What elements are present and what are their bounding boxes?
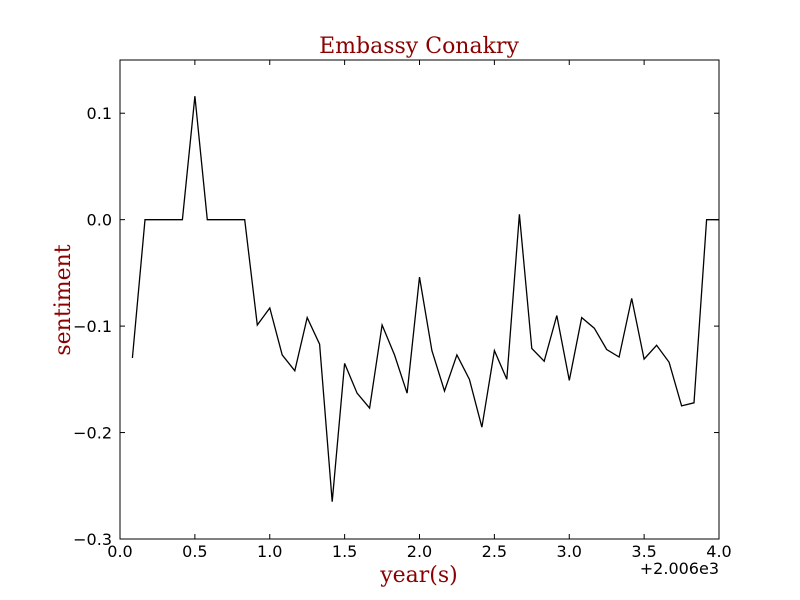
plot-frame (119, 59, 720, 540)
y-tick-label: −0.1 (73, 317, 112, 336)
series-line (131, 96, 719, 502)
x-tick-label: 0.0 (107, 542, 132, 561)
y-tick-label: −0.3 (73, 530, 112, 549)
x-tick-label: 1.0 (257, 542, 282, 561)
y-axis-label: sentiment (51, 244, 76, 355)
x-tick-label: 1.5 (332, 542, 357, 561)
x-tick-label: 3.5 (631, 542, 656, 561)
tick-labels: 0.0 0.5 1.0 1.5 2.0 2.5 3.0 3.5 4.0 −0.3 −0.2 −0.1 0… (73, 104, 732, 561)
x-tick-label: 2.5 (482, 542, 507, 561)
y-tick-label: 0.1 (87, 104, 112, 123)
x-axis-label: year(s) (379, 563, 458, 588)
x-tick-label: 3.0 (557, 542, 582, 561)
chart-title: Embassy Conakry (319, 34, 519, 59)
x-offset-label: +2.006e3 (640, 559, 719, 578)
x-tick-label: 0.5 (182, 542, 207, 561)
x-tick-label: 4.0 (706, 542, 731, 561)
y-tick-label: −0.2 (73, 424, 112, 443)
x-tick-label: 2.0 (407, 542, 432, 561)
y-tick-label: 0.0 (87, 211, 112, 230)
